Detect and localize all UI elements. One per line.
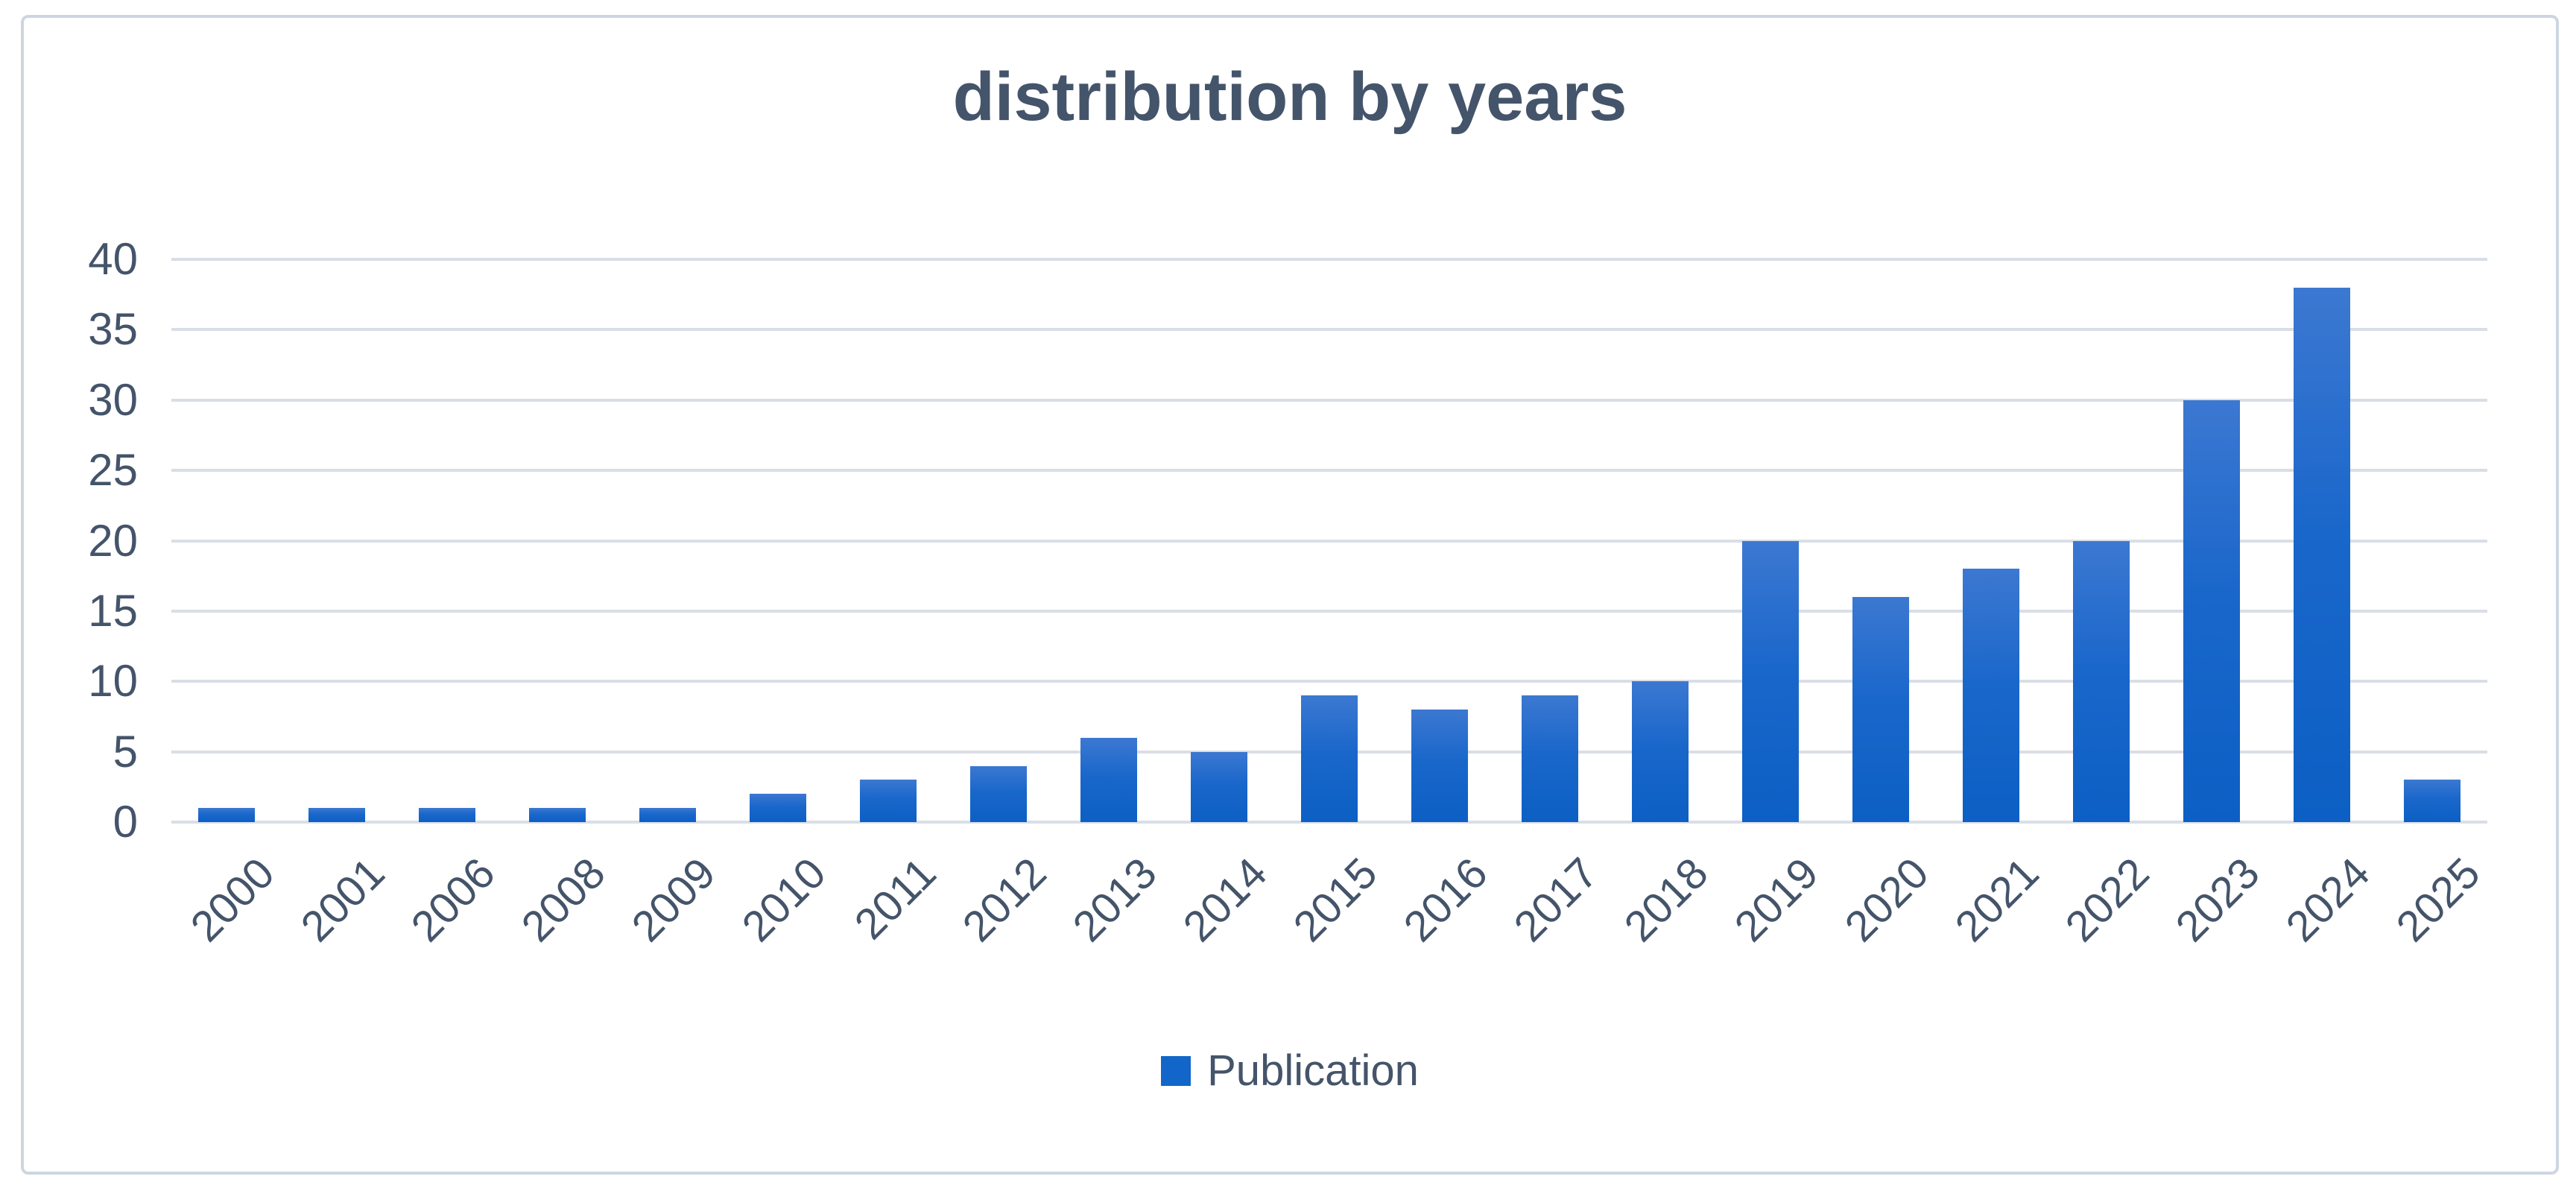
bar-2023 [2183, 399, 2240, 822]
bar-2000 [198, 808, 255, 822]
gridline [171, 821, 2487, 824]
bar-2020 [1852, 597, 1909, 822]
bar-2015 [1301, 695, 1358, 822]
bar-2009 [639, 808, 696, 822]
bar-2024 [2294, 287, 2350, 822]
y-tick-label: 0 [113, 797, 138, 847]
bar-2011 [860, 780, 917, 822]
legend-label: Publication [1207, 1046, 1419, 1095]
gridline [171, 609, 2487, 613]
bar-2025 [2404, 780, 2461, 822]
bar-2022 [2073, 540, 2130, 822]
y-tick-label: 30 [88, 374, 138, 425]
chart-frame [21, 15, 2559, 1175]
y-tick-label: 10 [88, 656, 138, 707]
bar-2018 [1632, 681, 1689, 822]
bar-2017 [1522, 695, 1578, 822]
bar-2014 [1191, 751, 1247, 822]
gridline [171, 398, 2487, 402]
bar-2013 [1080, 737, 1137, 822]
bar-2008 [529, 808, 586, 822]
gridline [171, 680, 2487, 683]
bar-2010 [750, 794, 806, 822]
bar-2001 [308, 808, 365, 822]
legend: Publication [21, 1049, 2559, 1093]
bar-2021 [1963, 569, 2019, 822]
y-tick-label: 20 [88, 515, 138, 566]
gridline [171, 539, 2487, 543]
y-tick-label: 35 [88, 304, 138, 355]
bar-2006 [419, 808, 475, 822]
bar-2019 [1742, 540, 1799, 822]
gridline [171, 328, 2487, 332]
bar-2016 [1411, 710, 1468, 822]
y-tick-label: 40 [88, 234, 138, 284]
legend-marker-square-icon [1161, 1056, 1192, 1086]
chart-title: distribution by years [952, 59, 1627, 135]
bar-2012 [970, 765, 1027, 822]
gridline [171, 258, 2487, 261]
y-tick-label: 5 [113, 726, 138, 777]
gridline [171, 469, 2487, 473]
y-tick-label: 25 [88, 445, 138, 496]
y-tick-label: 15 [88, 585, 138, 636]
